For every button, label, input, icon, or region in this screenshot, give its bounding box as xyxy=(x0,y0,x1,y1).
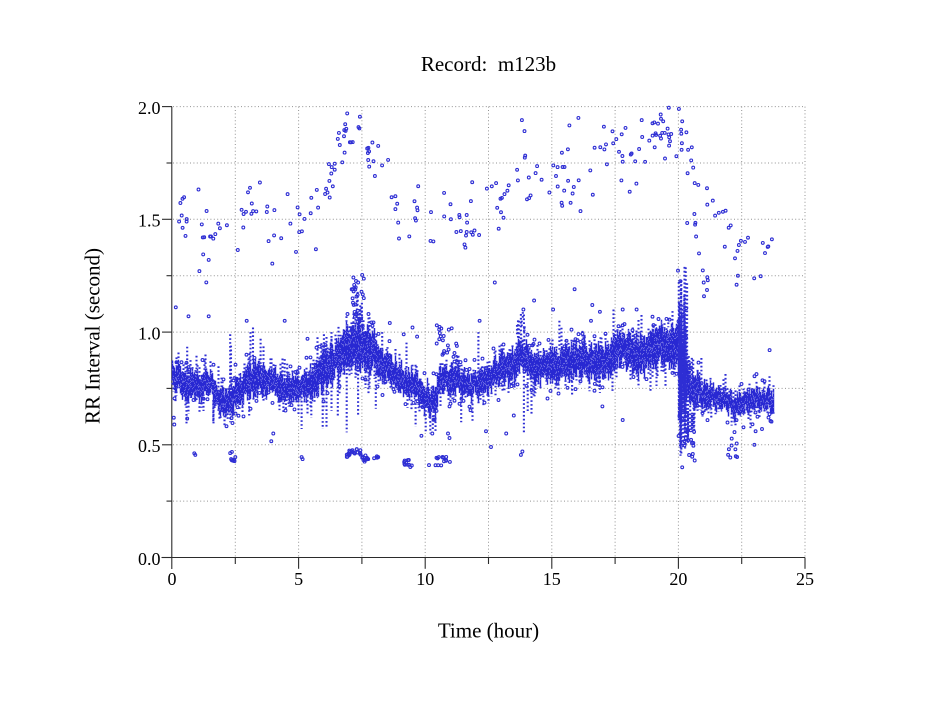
svg-text:RR Interval (second): RR Interval (second) xyxy=(81,248,105,424)
svg-text:25: 25 xyxy=(796,569,814,589)
svg-text:0.0: 0.0 xyxy=(138,549,161,569)
svg-text:0: 0 xyxy=(168,569,177,589)
svg-text:20: 20 xyxy=(669,569,687,589)
svg-text:1.5: 1.5 xyxy=(138,211,161,231)
svg-text:Record: m123b: Record: m123b xyxy=(421,52,556,76)
svg-text:Time (hour): Time (hour) xyxy=(438,618,539,642)
svg-text:15: 15 xyxy=(543,569,561,589)
svg-text:10: 10 xyxy=(416,569,434,589)
svg-text:1.0: 1.0 xyxy=(138,323,161,343)
svg-text:0.5: 0.5 xyxy=(138,436,161,456)
svg-text:5: 5 xyxy=(294,569,303,589)
svg-text:2.0: 2.0 xyxy=(138,98,161,118)
